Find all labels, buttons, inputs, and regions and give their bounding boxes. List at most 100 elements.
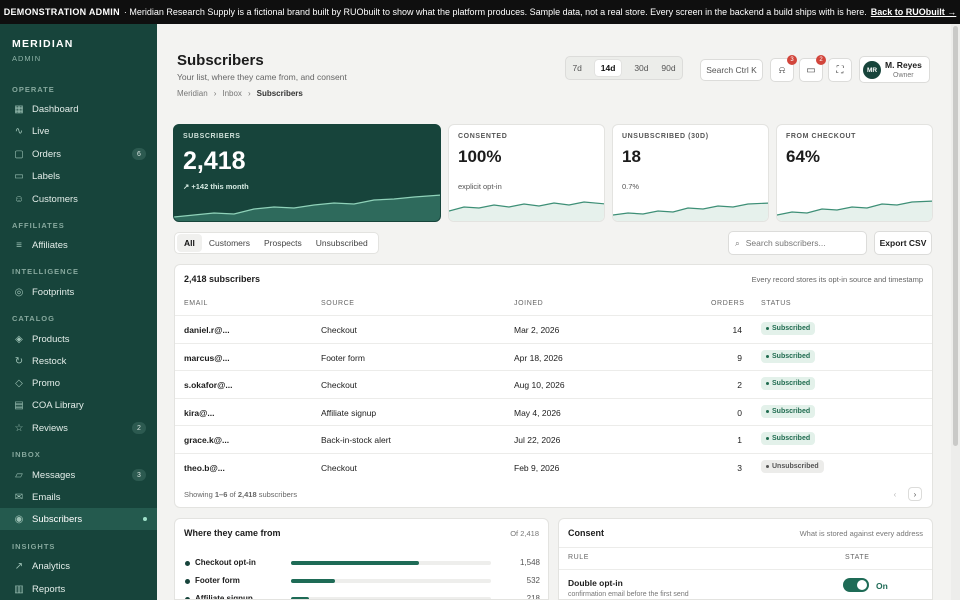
kpi-label: UNSUBSCRIBED (30D) [622, 133, 709, 140]
range-30d[interactable]: 30d [634, 63, 649, 73]
status-badge: Subscribed [761, 322, 816, 335]
ticket-icon: ◇ [15, 377, 23, 389]
row-email: s.okafor@... [184, 380, 233, 390]
sidebar-item-label: Emails [32, 491, 61, 503]
sidebar-item-label: Labels [32, 170, 60, 182]
tab-prospects[interactable]: Prospects [263, 238, 302, 248]
scroll-thumb[interactable] [953, 26, 958, 446]
sidebar-item-label: Affiliates [32, 239, 68, 251]
source-name: Checkout opt-in [195, 558, 256, 567]
orders-badge: 6 [132, 148, 146, 160]
sidebar-item-promo[interactable]: ◇ Promo [0, 372, 157, 394]
tab-all[interactable]: All [177, 234, 202, 252]
row-joined: Aug 10, 2026 [514, 380, 565, 390]
sidebar-item-footprints[interactable]: ◎ Footprints [0, 281, 157, 303]
table-row[interactable]: marcus@... Footer form Apr 18, 2026 9 Subscr… [175, 342, 932, 370]
row-joined: May 4, 2026 [514, 407, 561, 418]
demo-banner: DEMONSTRATION ADMIN · Meridian Research … [0, 0, 960, 24]
kpi-from-checkout: FROM CHECKOUT 64% [776, 124, 933, 222]
status-badge: Unsubscribed [761, 459, 824, 473]
user-name: M. Reyes [885, 60, 922, 70]
sidebar-item-reports[interactable]: ▥ Reports [0, 578, 157, 600]
col-orders[interactable]: ORDERS [711, 300, 745, 307]
section-insights: INSIGHTS [12, 542, 56, 551]
subscriber-search-input[interactable]: ⌕ Search subscribers... [728, 231, 867, 255]
sidebar-item-dashboard[interactable]: ▦ Dashboard [0, 98, 157, 120]
range-90d[interactable]: 90d [661, 63, 676, 73]
sidebar-item-affiliates[interactable]: ≡ Affiliates [0, 234, 157, 256]
kpi-value: 2,418 [183, 147, 246, 175]
section-intelligence: INTELLIGENCE [12, 267, 80, 276]
source-value: 1,548 [519, 558, 540, 567]
reviews-badge: 2 [132, 422, 146, 434]
messages-badge: 3 [132, 469, 146, 481]
global-search-button[interactable]: Search Ctrl K [700, 59, 763, 81]
source-bar [291, 597, 491, 599]
sidebar-item-messages[interactable]: ▱ Messages 3 [0, 464, 157, 486]
table-row[interactable]: theo.b@... Checkout Feb 9, 2026 3 Unsubscrib… [175, 452, 932, 480]
row-email: daniel.r@... [184, 325, 230, 335]
table-row[interactable]: s.okafor@... Checkout Aug 10, 2026 2 Subscri… [175, 370, 932, 397]
refresh-icon: ↻ [14, 355, 24, 367]
kpi-label: FROM CHECKOUT [786, 133, 857, 140]
sidebar-item-label: Orders [32, 148, 62, 160]
sidebar-item-orders[interactable]: ▢ Orders 6 [0, 143, 157, 165]
footer-total: 2,418 [237, 490, 257, 499]
range-7d[interactable]: 7d [572, 63, 582, 73]
pagination-summary: Showing 1–6 of 2,418 subscribers [184, 490, 297, 499]
crumb-inbox[interactable]: Inbox [222, 89, 242, 98]
messages-button[interactable]: ▭ 2 [799, 55, 826, 82]
page-scrollbar[interactable] [951, 24, 960, 600]
notifications-button[interactable]: ⍾ 3 [770, 55, 797, 82]
consent-title: Consent [568, 528, 604, 538]
range-14d[interactable]: 14d [594, 60, 622, 76]
double-optin-toggle[interactable] [843, 578, 869, 592]
avatar: MR [863, 61, 881, 79]
tab-customers[interactable]: Customers [208, 238, 250, 248]
next-page-button[interactable]: › [908, 487, 922, 501]
row-joined: Jul 22, 2026 [514, 435, 561, 445]
sidebar-item-live[interactable]: ∿ Live [0, 120, 157, 142]
consent-note: What is stored against every address [799, 529, 923, 538]
sidebar-item-products[interactable]: ◈ Products [0, 328, 157, 350]
row-orders: 1 [737, 435, 742, 445]
source-name: Affiliate signup [195, 594, 253, 600]
prev-page-button[interactable]: ‹ [893, 489, 897, 499]
kpi-value: 64% [786, 147, 821, 166]
sidebar-item-subscribers[interactable]: ◉ Subscribers [0, 508, 157, 530]
export-csv-button[interactable]: Export CSV [874, 231, 932, 255]
col-state: STATE [845, 554, 870, 561]
row-source: Affiliate signup [321, 407, 377, 418]
crumb-meridian[interactable]: Meridian [177, 89, 208, 98]
sidebar-item-labels[interactable]: ▭ Labels [0, 165, 157, 187]
col-joined[interactable]: JOINED [514, 300, 544, 307]
tab-unsubscribed[interactable]: Unsubscribed [315, 238, 368, 248]
source-value: 218 [526, 594, 540, 600]
crumb-current: Subscribers [256, 89, 303, 98]
sidebar-item-customers[interactable]: ☺ Customers [0, 188, 157, 210]
bag-icon: ▢ [14, 148, 24, 160]
brand-logo[interactable]: MERIDIAN [12, 38, 74, 50]
sidebar-item-reviews[interactable]: ☆ Reviews 2 [0, 417, 157, 439]
user-menu[interactable]: MR M. Reyes Owner [859, 56, 930, 83]
section-operate: OPERATE [12, 85, 55, 94]
fullscreen-button[interactable]: ⛶ [828, 58, 852, 82]
sidebar-item-emails[interactable]: ✉ Emails [0, 486, 157, 508]
sidebar-item-restock[interactable]: ↻ Restock [0, 350, 157, 372]
kpi-note: 0.7% [622, 182, 640, 191]
back-link[interactable]: Back to RUObuilt → [870, 7, 957, 17]
col-status[interactable]: STATUS [761, 300, 792, 307]
col-email[interactable]: EMAIL [184, 300, 209, 307]
sidebar-item-analytics[interactable]: ↗ Analytics [0, 555, 157, 577]
sidebar-item-label: Reviews [32, 422, 68, 434]
sidebar-item-coa[interactable]: ▤ COA Library [0, 394, 157, 416]
sidebar-item-label: Promo [32, 377, 60, 389]
sidebar-item-label: Footprints [32, 286, 75, 298]
table-row[interactable]: grace.k@... Back-in-stock alert Jul 22, 20… [175, 425, 932, 452]
fingerprint-icon: ◎ [14, 286, 24, 298]
table-row[interactable]: daniel.r@... Checkout Mar 2, 2026 14 Subscri… [175, 315, 932, 342]
table-row[interactable]: kira@... Affiliate signup May 4, 2026 0 Subs… [175, 397, 932, 425]
sparkline [613, 202, 768, 221]
col-source[interactable]: SOURCE [321, 300, 355, 307]
message-count: 2 [816, 55, 826, 65]
